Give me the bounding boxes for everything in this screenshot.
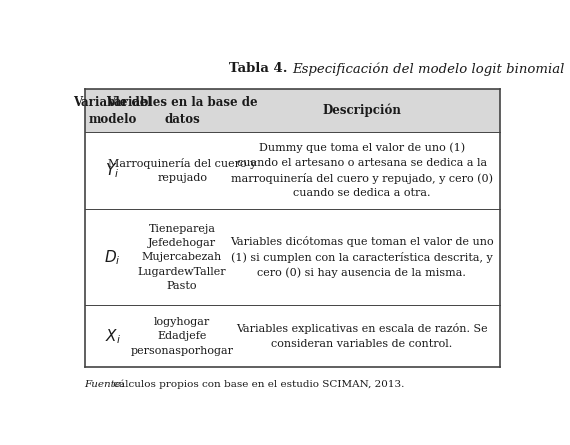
Text: cálculos propios con base en el estudio SCIMAN, 2013.: cálculos propios con base en el estudio …: [110, 380, 405, 389]
Text: Tabla 4. Especificación del modelo logit binomial: Tabla 4. Especificación del modelo logit…: [128, 62, 456, 76]
Text: Tienepareja
Jefedehogar
Mujercabezah
LugardewTaller
Pasto: Tienepareja Jefedehogar Mujercabezah Lug…: [138, 223, 226, 291]
Text: logyhogar
Edadjefe
personasporhogar: logyhogar Edadjefe personasporhogar: [131, 317, 234, 356]
Text: Variables en la base de
datos: Variables en la base de datos: [106, 96, 258, 125]
Text: Variables explicativas en escala de razón. Se
consideran variables de control.: Variables explicativas en escala de razó…: [236, 324, 487, 349]
Text: Fuente:: Fuente:: [84, 380, 125, 389]
Text: Tabla 4.: Tabla 4.: [229, 62, 292, 75]
Text: Dummy que toma el valor de uno (1)
cuando el artesano o artesana se dedica a la
: Dummy que toma el valor de uno (1) cuand…: [231, 143, 492, 198]
Text: Variables dicótomas que toman el valor de uno
(1) si cumplen con la característi: Variables dicótomas que toman el valor d…: [230, 236, 494, 279]
Text: Variable del
modelo: Variable del modelo: [73, 96, 152, 125]
Text: Descripción: Descripción: [322, 104, 401, 117]
Text: $\mathit{X}_{i}$: $\mathit{X}_{i}$: [104, 327, 120, 345]
Text: Marroquinería del cuero y
repujado: Marroquinería del cuero y repujado: [108, 158, 256, 183]
Text: $\mathit{D}_{i}$: $\mathit{D}_{i}$: [104, 248, 121, 267]
Bar: [84, 89, 500, 132]
Text: Especificación del modelo logit binomial: Especificación del modelo logit binomial: [292, 62, 564, 76]
Text: $\mathit{Y}_{i}$: $\mathit{Y}_{i}$: [105, 161, 120, 180]
